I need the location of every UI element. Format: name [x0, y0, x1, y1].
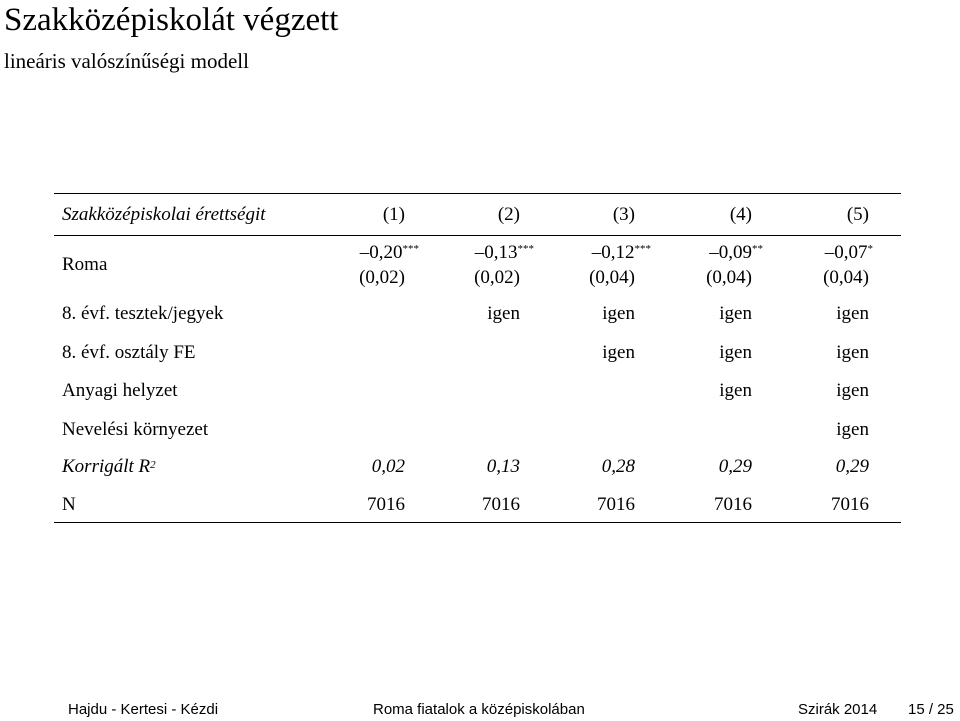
- footer-page-number: 15 / 25: [908, 701, 954, 718]
- material-value-4: igen: [719, 380, 752, 401]
- upbringing-value-5: igen: [836, 419, 869, 440]
- row-label-tests: 8. évf. tesztek/jegyek: [62, 303, 224, 324]
- table-top-rule: [54, 193, 901, 194]
- n-value-4: 7016: [714, 494, 752, 515]
- r2-value-5: 0,29: [835, 456, 869, 477]
- slide-title: Szakközépiskolát végzett: [4, 2, 339, 38]
- table-header-label: Szakközépiskolai érettségit: [62, 204, 266, 225]
- significance-stars: ***: [634, 243, 652, 255]
- material-value-5: igen: [836, 380, 869, 401]
- roma-coef-3: –0,12***: [592, 242, 651, 264]
- column-header-3: (3): [612, 204, 635, 225]
- row-label-class-fe: 8. évf. osztály FE: [62, 342, 196, 363]
- column-header-5: (5): [846, 204, 869, 225]
- roma-coef-1: –0,20***: [360, 242, 419, 264]
- coef-value: –0,09: [709, 242, 752, 263]
- row-label-roma: Roma: [62, 254, 108, 275]
- coef-value: –0,12: [591, 242, 635, 263]
- n-value-2: 7016: [482, 494, 520, 515]
- class-fe-value-3: igen: [602, 342, 635, 363]
- column-header-4: (4): [729, 204, 752, 225]
- table-header-rule: [54, 235, 901, 236]
- coef-value: –0,07: [824, 242, 868, 263]
- column-header-1: (1): [382, 204, 405, 225]
- class-fe-value-5: igen: [836, 342, 869, 363]
- significance-stars: ***: [402, 243, 420, 255]
- roma-se-2: (0,02): [474, 267, 520, 288]
- n-value-5: 7016: [831, 494, 869, 515]
- row-label-upbringing: Nevelési környezet: [62, 419, 209, 440]
- tests-value-5: igen: [836, 303, 869, 324]
- roma-coef-2: –0,13***: [475, 242, 534, 264]
- roma-coef-4: –0,09**: [709, 242, 763, 264]
- row-label-n: N: [62, 494, 76, 515]
- significance-stars: **: [752, 243, 763, 255]
- r2-value-1: 0,02: [371, 456, 405, 477]
- slide-subtitle: lineáris valószínűségi modell: [4, 49, 249, 73]
- column-header-2: (2): [497, 204, 520, 225]
- r2-label-text: Korrigált R: [62, 456, 151, 477]
- r2-superscript: 2: [150, 459, 156, 471]
- row-label-material: Anyagi helyzet: [62, 380, 178, 401]
- n-value-3: 7016: [597, 494, 635, 515]
- coef-value: –0,20: [359, 242, 403, 263]
- tests-value-2: igen: [487, 303, 520, 324]
- roma-coef-5: –0,07*: [825, 242, 873, 264]
- row-label-r2: Korrigált R2: [62, 456, 156, 478]
- tests-value-3: igen: [602, 303, 635, 324]
- r2-value-4: 0,29: [718, 456, 752, 477]
- significance-stars: ***: [517, 243, 535, 255]
- roma-se-4: (0,04): [706, 267, 752, 288]
- r2-value-2: 0,13: [486, 456, 520, 477]
- roma-se-3: (0,04): [589, 267, 635, 288]
- table-bottom-rule: [54, 522, 901, 523]
- coef-value: –0,13: [474, 242, 518, 263]
- footer-authors: Hajdu - Kertesi - Kézdi: [68, 701, 219, 718]
- roma-se-5: (0,04): [823, 267, 869, 288]
- footer-venue: Szirák 2014: [798, 701, 878, 718]
- roma-se-1: (0,02): [359, 267, 405, 288]
- r2-value-3: 0,28: [601, 456, 635, 477]
- class-fe-value-4: igen: [719, 342, 752, 363]
- tests-value-4: igen: [719, 303, 752, 324]
- footer-talk-title: Roma fiatalok a középiskolában: [373, 701, 585, 718]
- significance-stars: *: [867, 243, 874, 255]
- n-value-1: 7016: [367, 494, 405, 515]
